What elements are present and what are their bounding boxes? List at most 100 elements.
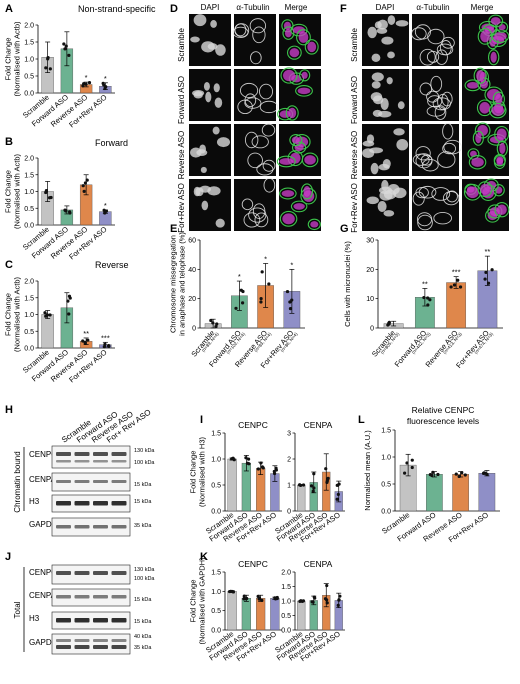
- data-point: [259, 461, 263, 465]
- microscopy-panel-f: DAPI α-Tubulin Merge Scramble Forward AS…: [350, 3, 510, 233]
- data-point: [241, 289, 245, 294]
- data-point: [272, 471, 277, 476]
- significance-mark: *: [104, 74, 107, 83]
- y-tick-label: 0.5: [24, 74, 34, 81]
- y-tick-label: 2.0: [24, 156, 34, 163]
- significance-mark: ***: [101, 333, 110, 342]
- micrograph-tile: [462, 178, 510, 231]
- blot-group-h: Chromatin bound: [13, 451, 22, 512]
- y-tick-label: 0.5: [24, 329, 34, 336]
- y-tick-label: 2.0: [24, 279, 34, 286]
- blot-row-j-cenpc: CENPC: [29, 568, 57, 577]
- panel-title-b: Forward: [95, 138, 128, 148]
- micrograph-tile: [462, 14, 510, 66]
- micrograph-tile: [362, 124, 409, 176]
- y-tick-label: 1.0: [24, 312, 34, 319]
- kda-j-3: 15 kDa: [134, 597, 152, 603]
- data-point: [83, 341, 87, 345]
- data-point: [63, 47, 67, 51]
- col-label-f-tubulin: α-Tubulin: [416, 3, 449, 12]
- bar-l-2: [426, 474, 443, 512]
- data-point: [211, 321, 215, 325]
- kda-h-5: 35 kDa: [134, 523, 152, 529]
- data-point: [288, 306, 293, 311]
- data-point: [456, 278, 460, 282]
- significance-mark: **: [484, 247, 490, 256]
- bar-i-cenpa-1: [297, 484, 306, 512]
- y-tick-label: 1.0: [24, 57, 34, 64]
- panel-letter-f: F: [340, 3, 347, 15]
- data-point: [44, 189, 49, 193]
- micrograph-tile: [362, 179, 409, 231]
- bar-g-3: [446, 282, 467, 329]
- kda-j-2: 100 kDa: [134, 576, 155, 582]
- y-axis-label: Fold Change: [4, 38, 13, 81]
- y-tick-label: 40: [188, 267, 196, 274]
- data-point: [85, 178, 89, 182]
- data-point: [430, 473, 434, 478]
- data-point: [431, 470, 435, 474]
- panel-letter-d: D: [170, 3, 178, 15]
- bar-k-cenpc-1: [227, 591, 237, 631]
- y-axis-label: (Normalised with GAPDH): [198, 557, 207, 645]
- panel-letter-k: K: [200, 551, 208, 563]
- data-point: [81, 84, 85, 88]
- data-point: [485, 472, 489, 477]
- data-point: [48, 67, 52, 71]
- data-point: [312, 486, 316, 490]
- subplot-title-i-1: CENPC: [238, 420, 268, 430]
- panel-title-a: Non-strand-specific: [78, 4, 156, 14]
- micrograph-tile: [462, 122, 510, 176]
- y-axis-label: in anaphase and telophase (%): [178, 232, 187, 336]
- row-label-d-1: Scramble: [177, 28, 186, 62]
- data-point: [259, 300, 263, 304]
- col-label-f-dapi: DAPI: [376, 3, 395, 12]
- data-point: [410, 458, 414, 462]
- data-point: [244, 456, 248, 460]
- data-point: [323, 597, 328, 601]
- y-tick-label: 60: [188, 238, 196, 245]
- y-tick-label: 1.0: [211, 457, 221, 464]
- data-point: [457, 474, 461, 479]
- y-tick-label: 1.0: [24, 189, 34, 196]
- significance-mark: **: [422, 279, 428, 288]
- data-point: [256, 467, 260, 471]
- y-tick-label: 3: [287, 431, 291, 438]
- y-tick-label: 0.5: [211, 483, 221, 490]
- y-tick-label: 1.5: [381, 428, 391, 435]
- panel-letter-c: C: [5, 259, 13, 271]
- y-tick-label: 0.0: [281, 628, 291, 635]
- data-point: [66, 299, 70, 303]
- y-tick-label: 0.5: [281, 613, 291, 620]
- col-label-f-merge: Merge: [471, 3, 494, 12]
- kda-h-2: 100 kDa: [134, 460, 155, 466]
- y-axis-label: (Normalised with H3): [198, 436, 207, 507]
- row-label-d-2: Forward ASO: [177, 76, 186, 124]
- significance-mark: *: [264, 254, 267, 263]
- blot-row-h-h3: H3: [29, 497, 40, 506]
- micrograph-tile: [362, 69, 409, 121]
- micrograph-tile: [412, 69, 459, 121]
- data-point: [335, 497, 339, 501]
- blot-strip: [51, 633, 131, 655]
- y-tick-label: 1.5: [24, 40, 34, 47]
- micrograph-tile: [411, 14, 459, 66]
- data-point: [482, 471, 486, 475]
- data-point: [267, 282, 271, 286]
- data-point: [337, 598, 341, 602]
- y-tick-label: 20: [188, 296, 196, 303]
- data-point: [260, 465, 264, 469]
- data-point: [410, 465, 414, 470]
- blot-strip: [51, 517, 131, 537]
- y-tick-label: 0: [370, 326, 374, 333]
- data-point: [259, 296, 263, 301]
- row-label-f-4: For+Rev ASO: [350, 183, 359, 233]
- micrograph-tile: [279, 14, 321, 66]
- panel-letter-b: B: [5, 136, 13, 148]
- col-label-d-dapi: DAPI: [201, 3, 220, 12]
- kda-h-3: 15 kDa: [134, 482, 152, 488]
- data-point: [325, 583, 329, 588]
- data-point: [241, 301, 245, 305]
- data-point: [288, 300, 292, 304]
- blot-strip: [51, 588, 131, 607]
